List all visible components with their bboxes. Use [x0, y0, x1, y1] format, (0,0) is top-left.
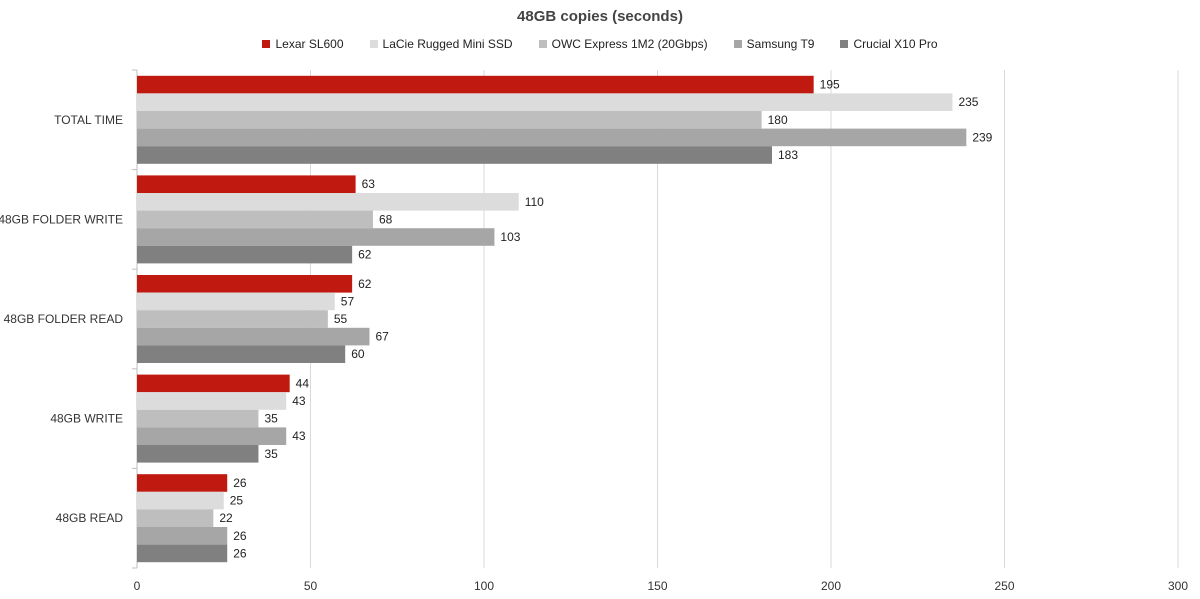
x-tick-label: 250 — [994, 579, 1014, 593]
x-tick-label: 150 — [647, 579, 667, 593]
legend-item: Lexar SL600 — [262, 37, 344, 51]
bar-value-label: 67 — [375, 330, 389, 344]
bar-value-label: 57 — [341, 294, 355, 308]
bar-value-label: 43 — [292, 429, 306, 443]
bar — [137, 392, 287, 410]
bar-value-label: 235 — [958, 95, 978, 109]
bar-value-label: 22 — [219, 511, 233, 525]
x-tick-label: 300 — [1168, 579, 1188, 593]
x-tick-label: 0 — [134, 579, 141, 593]
category-label: 48GB FOLDER READ — [4, 312, 124, 326]
bar-value-label: 62 — [358, 248, 372, 262]
legend-swatch — [262, 40, 271, 48]
bar-value-label: 68 — [379, 212, 393, 226]
legend: Lexar SL600 LaCie Rugged Mini SSD OWC Expr… — [0, 37, 1200, 51]
x-tick-label: 50 — [304, 579, 318, 593]
bar — [137, 474, 228, 492]
legend-label: OWC Express 1M2 (20Gbps) — [551, 37, 708, 51]
bar — [137, 175, 356, 193]
legend-label: Crucial X10 Pro — [853, 37, 938, 51]
bar-value-label: 35 — [264, 447, 278, 461]
bar — [137, 345, 346, 363]
bar-value-label: 26 — [233, 476, 247, 490]
bar — [137, 491, 224, 510]
bar-value-label: 25 — [230, 494, 244, 508]
bar-value-label: 55 — [334, 312, 348, 326]
legend-swatch — [538, 40, 547, 48]
category-label: TOTAL TIME — [54, 113, 123, 127]
bar-value-label: 35 — [264, 412, 278, 426]
legend-item: OWC Express 1M2 (20Gbps) — [538, 37, 708, 51]
bar — [137, 146, 773, 164]
bar-value-label: 110 — [525, 195, 544, 209]
bar-value-label: 183 — [778, 148, 798, 162]
bar — [137, 128, 967, 147]
bar-value-label: 26 — [233, 529, 247, 543]
legend-swatch — [733, 40, 742, 48]
bar — [137, 275, 353, 293]
category-label: 48GB FOLDER WRITE — [0, 212, 123, 226]
bar — [137, 544, 228, 563]
bar — [137, 445, 259, 463]
bar-value-label: 63 — [362, 177, 376, 191]
bar — [137, 111, 762, 129]
bar-value-label: 44 — [296, 376, 310, 390]
legend-item: Samsung T9 — [733, 37, 815, 51]
bar — [137, 75, 814, 94]
legend-item: Crucial X10 Pro — [840, 37, 938, 51]
bar — [137, 509, 214, 527]
bar — [137, 210, 373, 229]
bar — [137, 245, 353, 264]
legend-item: LaCie Rugged Mini SSD — [369, 37, 513, 51]
bar — [137, 374, 290, 393]
bar-value-label: 195 — [820, 78, 840, 92]
category-label: 48GB WRITE — [50, 412, 123, 426]
bar-value-label: 26 — [233, 546, 247, 560]
bar — [137, 292, 335, 311]
bar — [137, 409, 259, 428]
x-tick-label: 200 — [821, 579, 841, 593]
bar — [137, 427, 287, 445]
chart-title: 48GB copies (seconds) — [517, 8, 683, 25]
legend-swatch — [840, 40, 849, 48]
bar-value-label: 103 — [500, 230, 520, 244]
bar-value-label: 239 — [972, 130, 992, 144]
bar — [137, 93, 953, 111]
legend-swatch — [369, 40, 378, 48]
bar — [137, 310, 328, 328]
bar — [137, 527, 228, 545]
bar — [137, 327, 370, 346]
legend-label: LaCie Rugged Mini SSD — [382, 37, 513, 51]
bar-value-label: 43 — [292, 394, 306, 408]
bar — [137, 193, 519, 211]
bar-value-label: 180 — [768, 113, 788, 127]
x-tick-label: 100 — [474, 579, 494, 593]
bar-value-label: 62 — [358, 277, 372, 291]
bar-value-label: 60 — [351, 347, 365, 361]
bar — [137, 228, 495, 246]
category-label: 48GB READ — [56, 511, 124, 525]
legend-label: Lexar SL600 — [275, 37, 344, 51]
legend-label: Samsung T9 — [746, 37, 815, 51]
